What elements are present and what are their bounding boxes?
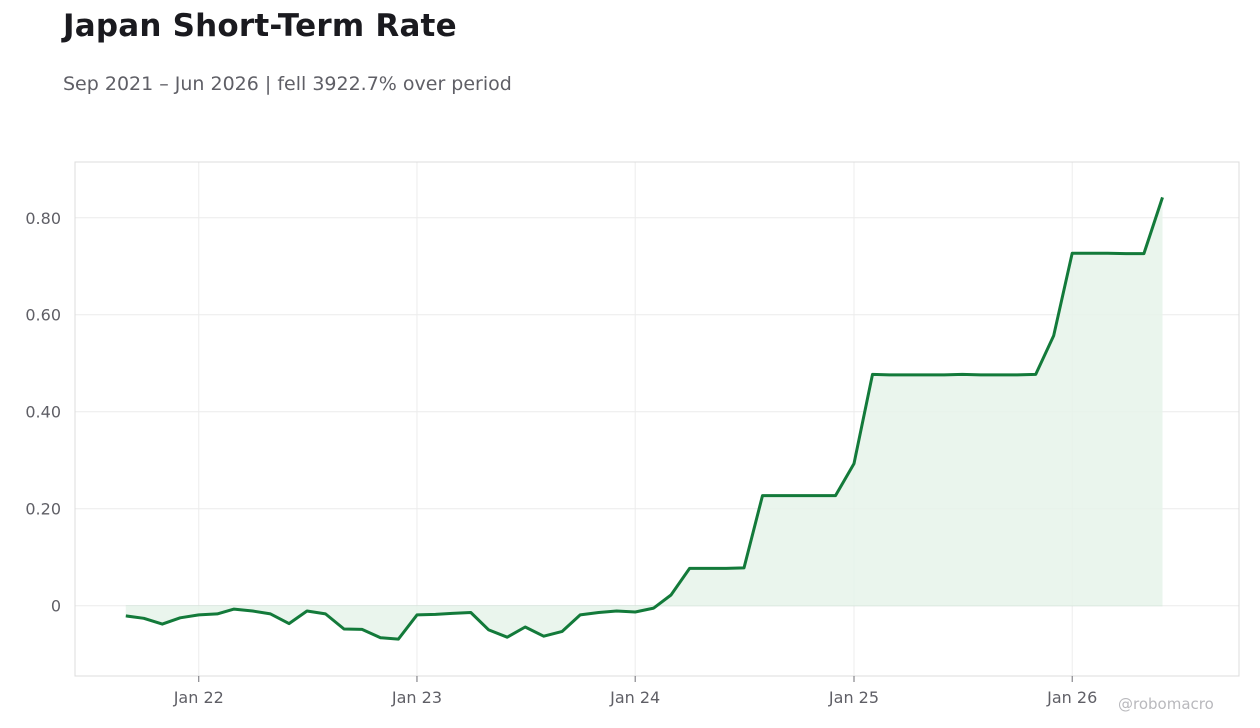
data-point-2024-04-01 bbox=[688, 566, 692, 570]
series-area-fill bbox=[125, 197, 1163, 640]
x-tick-label: Jan 25 bbox=[828, 688, 879, 707]
data-point-2026-06-01 bbox=[1160, 195, 1164, 199]
data-point-2023-06-01 bbox=[505, 635, 509, 639]
data-point-2023-04-01 bbox=[469, 610, 473, 614]
data-point-2021-09-01 bbox=[124, 614, 128, 618]
data-point-2024-09-01 bbox=[779, 494, 783, 498]
data-point-2023-07-01 bbox=[523, 625, 527, 629]
data-point-2022-07-01 bbox=[305, 609, 309, 613]
data-point-2023-12-01 bbox=[615, 609, 619, 613]
data-point-2022-11-01 bbox=[378, 636, 382, 640]
data-point-2025-03-01 bbox=[887, 373, 891, 377]
data-point-2021-11-01 bbox=[160, 622, 164, 626]
data-point-2026-05-01 bbox=[1142, 252, 1146, 256]
data-point-2025-02-01 bbox=[871, 372, 875, 376]
data-point-2023-02-01 bbox=[433, 612, 437, 616]
data-point-2025-04-01 bbox=[906, 373, 910, 377]
data-point-2023-05-01 bbox=[487, 628, 491, 632]
data-point-2026-02-01 bbox=[1089, 251, 1093, 255]
data-point-2024-07-01 bbox=[742, 566, 746, 570]
x-tick-label: Jan 24 bbox=[609, 688, 660, 707]
data-point-2024-02-01 bbox=[652, 606, 656, 610]
data-point-2025-10-01 bbox=[1015, 373, 1019, 377]
data-point-2023-03-01 bbox=[450, 611, 454, 615]
data-point-2023-10-01 bbox=[578, 613, 582, 617]
data-point-2024-06-01 bbox=[724, 566, 728, 570]
data-point-2025-05-01 bbox=[924, 373, 928, 377]
data-point-2021-12-01 bbox=[178, 616, 182, 620]
x-axis-ticks: Jan 22 Jan 23 Jan 24 Jan 25 Jan 26 bbox=[173, 676, 1097, 707]
x-tick-label: Jan 23 bbox=[391, 688, 442, 707]
data-point-2026-01-01 bbox=[1070, 251, 1074, 255]
data-point-2025-08-01 bbox=[979, 373, 983, 377]
data-point-2022-06-01 bbox=[287, 622, 291, 626]
data-point-2025-12-01 bbox=[1052, 334, 1056, 338]
data-point-2022-02-01 bbox=[215, 612, 219, 616]
data-point-2025-01-01 bbox=[852, 462, 856, 466]
chart-subtitle: Sep 2021 – Jun 2026 | fell 3922.7% over … bbox=[63, 73, 512, 95]
data-point-2022-08-01 bbox=[323, 612, 327, 616]
data-point-2022-03-01 bbox=[232, 607, 236, 611]
y-tick-label: 0.80 bbox=[25, 209, 61, 228]
chart-title: Japan Short-Term Rate bbox=[63, 8, 457, 44]
data-point-2025-11-01 bbox=[1034, 372, 1038, 376]
data-point-2026-03-01 bbox=[1105, 251, 1109, 255]
y-tick-label: 0 bbox=[51, 597, 61, 616]
data-point-2024-10-01 bbox=[797, 494, 801, 498]
data-point-2022-09-01 bbox=[342, 627, 346, 631]
series-line bbox=[125, 196, 1164, 641]
data-point-2025-06-01 bbox=[942, 373, 946, 377]
data-point-2024-05-01 bbox=[706, 566, 710, 570]
data-point-2024-01-01 bbox=[633, 610, 637, 614]
x-tick-label: Jan 22 bbox=[173, 688, 224, 707]
data-point-2026-04-01 bbox=[1124, 252, 1128, 256]
data-point-2023-08-01 bbox=[542, 634, 546, 638]
data-point-2023-09-01 bbox=[560, 629, 564, 633]
data-point-2023-11-01 bbox=[597, 610, 601, 614]
data-point-2021-10-01 bbox=[142, 616, 146, 620]
data-point-2025-09-01 bbox=[997, 373, 1001, 377]
data-point-2022-12-01 bbox=[396, 637, 400, 641]
data-point-2022-05-01 bbox=[268, 612, 272, 616]
y-tick-label: 0.20 bbox=[25, 500, 61, 519]
data-point-2022-01-01 bbox=[197, 613, 201, 617]
data-point-2025-07-01 bbox=[960, 372, 964, 376]
data-point-2024-12-01 bbox=[833, 494, 837, 498]
x-tick-label: Jan 26 bbox=[1046, 688, 1097, 707]
data-point-2023-01-01 bbox=[415, 613, 419, 617]
y-tick-label: 0.40 bbox=[25, 403, 61, 422]
y-tick-label: 0.60 bbox=[25, 306, 61, 325]
watermark: @robomacro bbox=[1118, 695, 1214, 713]
y-axis-ticks: 0 0.20 0.40 0.60 0.80 bbox=[25, 209, 61, 616]
data-point-2022-10-01 bbox=[360, 627, 364, 631]
data-point-2024-03-01 bbox=[669, 593, 673, 597]
data-point-2024-11-01 bbox=[816, 494, 820, 498]
plot-frame bbox=[74, 161, 1240, 677]
data-point-2022-04-01 bbox=[251, 609, 255, 613]
data-point-2024-08-01 bbox=[761, 494, 765, 498]
